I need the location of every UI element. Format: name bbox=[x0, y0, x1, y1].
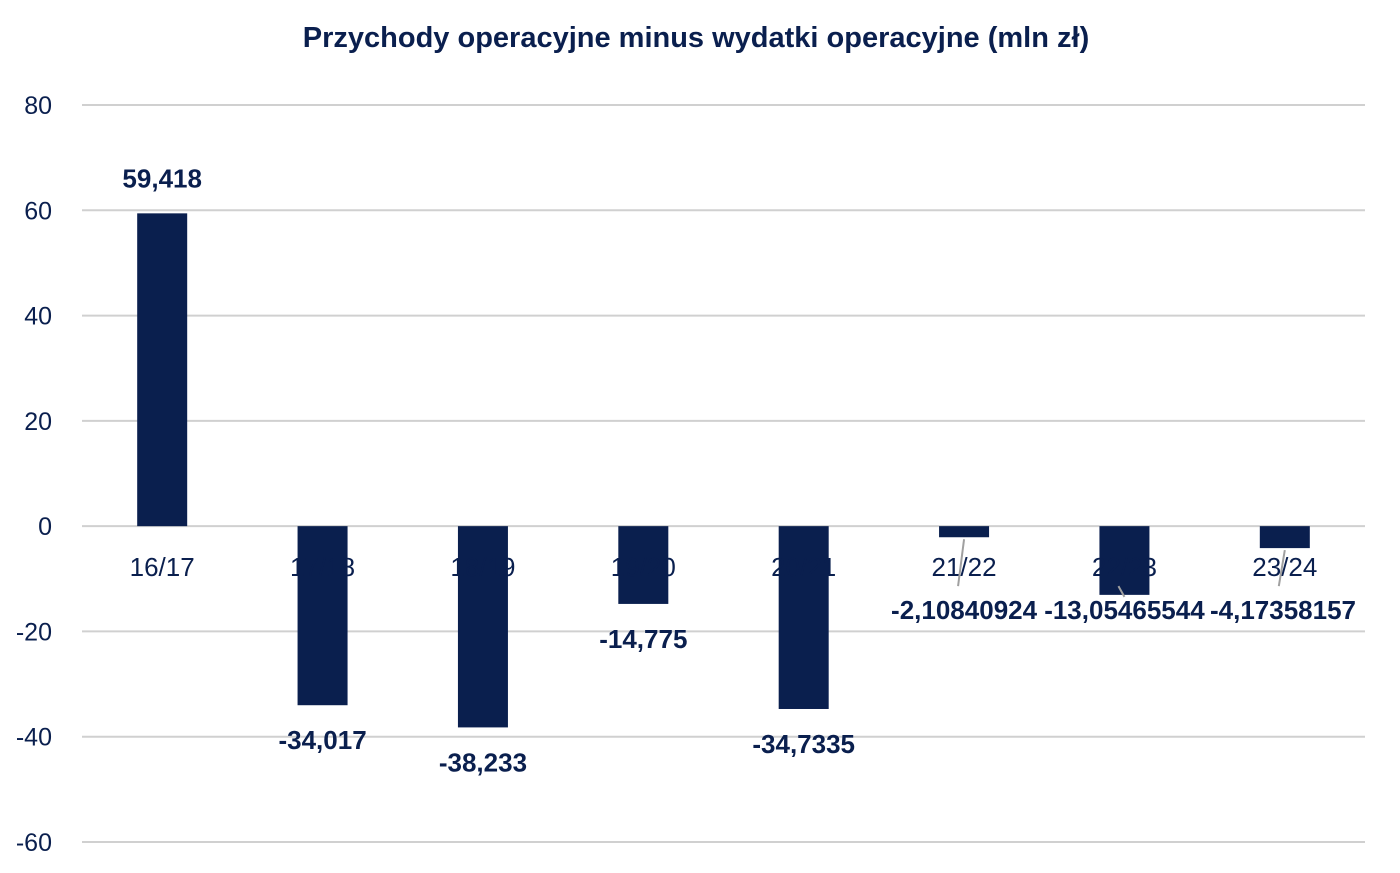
bar bbox=[618, 526, 669, 604]
data-label: -4,17358157 bbox=[1210, 595, 1356, 625]
bar bbox=[939, 526, 990, 538]
x-category-label: 21/22 bbox=[932, 552, 997, 582]
bar bbox=[297, 526, 348, 706]
y-tick-label: 0 bbox=[38, 513, 52, 541]
data-label: -2,10840924 bbox=[891, 595, 1038, 625]
leader-line bbox=[957, 539, 966, 587]
y-tick-label: -40 bbox=[16, 724, 52, 752]
y-tick-label: 60 bbox=[24, 197, 52, 225]
y-tick-label: -20 bbox=[16, 618, 52, 646]
x-category-label: 18/19 bbox=[450, 552, 515, 582]
bar bbox=[778, 526, 829, 709]
y-tick-label: -60 bbox=[16, 829, 52, 857]
leader-line bbox=[1117, 585, 1126, 598]
data-label: -13,05465544 bbox=[1044, 595, 1205, 625]
y-tick-label: 20 bbox=[24, 408, 52, 436]
chart-title: Przychody operacyjne minus wydatki opera… bbox=[302, 22, 1090, 54]
y-tick-label: 80 bbox=[24, 92, 52, 120]
data-labels: 59,418 -34,017 -38,233 -14,775 -34,7335 -2,10… bbox=[122, 163, 1356, 777]
y-tick-label: 40 bbox=[24, 303, 52, 331]
bar bbox=[1099, 526, 1150, 595]
x-category-label: 22/23 bbox=[1092, 552, 1157, 582]
leader-line bbox=[1277, 549, 1286, 587]
data-label: -38,233 bbox=[439, 747, 527, 777]
x-category-label: 17/18 bbox=[290, 552, 355, 582]
x-category-label: 23/24 bbox=[1252, 552, 1317, 582]
y-axis-tick-labels: 80 60 40 20 0 -20 -40 -60 bbox=[16, 92, 52, 857]
gridlines bbox=[82, 104, 1365, 843]
x-category-label: 20/21 bbox=[771, 552, 836, 582]
bar bbox=[1259, 526, 1310, 549]
x-category-label: 19/20 bbox=[611, 552, 676, 582]
data-label: -34,017 bbox=[278, 725, 366, 755]
data-label: 59,418 bbox=[122, 163, 202, 193]
bars bbox=[137, 213, 1310, 728]
bar bbox=[137, 213, 188, 527]
data-label: -14,775 bbox=[599, 624, 687, 654]
bar bbox=[457, 526, 508, 728]
x-axis-category-labels: 16/17 17/18 18/19 19/20 20/21 21/22 22/23 23/24 bbox=[130, 552, 1318, 582]
data-label: -34,7335 bbox=[752, 729, 855, 759]
x-category-label: 16/17 bbox=[130, 552, 195, 582]
